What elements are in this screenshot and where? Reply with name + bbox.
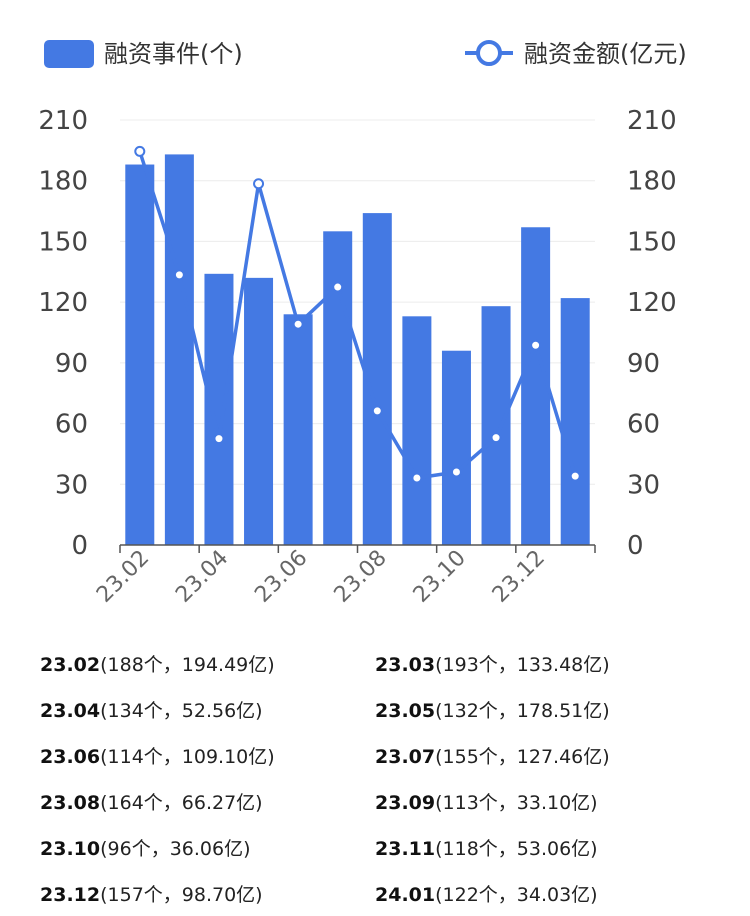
x-tick-label: 23.06 [250,546,312,608]
legend-bar-label: 融资事件(个) [104,40,243,68]
x-tick-label: 23.12 [488,546,550,608]
summary-detail: (155个，127.46亿) [435,746,610,768]
bar [323,231,353,546]
x-tick-label: 23.02 [92,546,154,608]
y-right-tick-label: 30 [627,470,660,500]
summary-detail: (96个，36.06亿) [100,838,251,860]
y-left-tick-label: 90 [55,349,88,379]
y-right-tick-label: 120 [627,288,677,318]
line-point [371,405,383,417]
line-point [134,145,146,157]
y-right-tick-label: 180 [627,167,677,197]
bar [125,164,155,545]
y-right-tick-label: 210 [627,106,677,136]
line-point [253,178,265,190]
summary-detail: (188个，194.49亿) [100,654,275,676]
line-point [411,472,423,484]
y-right-tick-label: 150 [627,227,677,257]
summary-item: 23.02(188个，194.49亿) [40,652,375,678]
x-tick-label: 23.10 [409,546,471,608]
bar [204,273,234,545]
y-left-tick-label: 60 [55,410,88,440]
summary-detail: (157个，98.70亿) [100,884,263,906]
summary-item: 23.12(157个，98.70亿) [40,882,375,908]
line-point [292,318,304,330]
bar [560,298,590,545]
summary-item: 23.03(193个，133.48亿) [375,652,710,678]
summary-item: 23.07(155个，127.46亿) [375,744,710,770]
summary-month: 23.10 [40,838,101,860]
summary-detail: (193个，133.48亿) [435,654,610,676]
summary-month: 23.07 [375,746,436,768]
x-tick-label: 23.04 [171,546,233,608]
y-left-tick-label: 180 [38,167,88,197]
summary-item: 23.08(164个，66.27亿) [40,790,375,816]
summary-month: 23.09 [375,792,436,814]
bar [283,314,313,545]
summary-month: 23.06 [40,746,101,768]
bar [441,350,471,545]
summary-detail: (118个，53.06亿) [435,838,598,860]
summary-detail: (134个，52.56亿) [100,700,263,722]
line-point [450,466,462,478]
summary-month: 23.11 [375,838,436,860]
bar [244,277,274,545]
summary-month: 24.01 [375,884,436,906]
summary-item: 23.10(96个，36.06亿) [40,836,375,862]
summary-detail: (122个，34.03亿) [435,884,598,906]
summary-month: 23.05 [375,700,436,722]
summary-month: 23.04 [40,700,101,722]
legend: 融资事件(个) 融资金额(亿元) [44,40,687,68]
summary-detail: (113个，33.10亿) [435,792,598,814]
line-path [138,150,577,480]
y-left-tick-label: 210 [38,106,88,136]
summary-item: 23.11(118个，53.06亿) [375,836,710,862]
line-point [332,281,344,293]
y-left-tick-label: 0 [71,531,88,561]
line-point [173,269,185,281]
summary-item: 23.06(114个，109.10亿) [40,744,375,770]
summary-detail: (164个，66.27亿) [100,792,263,814]
summary-item: 24.01(122个，34.03亿) [375,882,710,908]
summary-item: 23.05(132个，178.51亿) [375,698,710,724]
legend-line-label: 融资金额(亿元) [524,40,687,68]
bar [402,316,432,545]
y-right-tick-label: 60 [627,410,660,440]
legend-line-swatch [465,40,513,66]
summary-list: 23.02(188个，194.49亿) 23.03(193个，133.48亿) 23… [40,652,720,908]
y-left-tick-label: 150 [38,227,88,257]
summary-item: 23.09(113个，33.10亿) [375,790,710,816]
summary-detail: (132个，178.51亿) [435,700,610,722]
summary-detail: (114个，109.10亿) [100,746,275,768]
summary-item: 23.04(134个，52.56亿) [40,698,375,724]
summary-month: 23.02 [40,654,101,676]
bar [521,227,551,545]
y-right-tick-label: 0 [627,531,644,561]
summary-month: 23.03 [375,654,436,676]
summary-month: 23.08 [40,792,101,814]
bar [164,154,194,545]
line-point [569,470,581,482]
bar [481,306,511,545]
summary-month: 23.12 [40,884,101,906]
legend-bar-swatch [44,40,94,68]
financing-chart: 融资事件(个) 融资金额(亿元) 0 30 60 90 120 150 180 210 0 30 6… [38,40,687,608]
line-series [134,145,581,484]
line-point [213,433,225,445]
bar-series [125,154,590,546]
x-tick-label: 23.08 [330,546,392,608]
line-point [530,339,542,351]
y-left-tick-label: 30 [55,470,88,500]
line-point [490,432,502,444]
y-left-tick-label: 120 [38,288,88,318]
y-right-tick-label: 90 [627,349,660,379]
